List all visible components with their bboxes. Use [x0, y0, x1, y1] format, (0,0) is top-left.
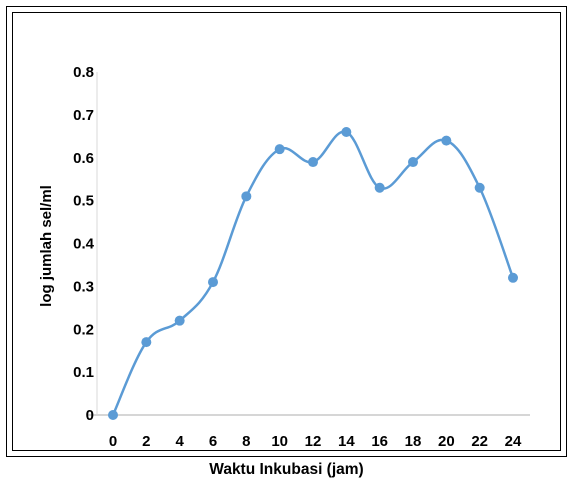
data-point	[508, 272, 518, 283]
data-points	[108, 127, 518, 420]
x-tick-label: 6	[209, 433, 217, 450]
x-axis-caption: Waktu Inkubasi (jam)	[209, 461, 364, 478]
y-tick-label: 0.2	[73, 321, 94, 338]
x-tick-label: 22	[471, 433, 488, 450]
x-tick-label: 18	[405, 433, 422, 450]
x-tick-label: 10	[271, 433, 288, 450]
y-tick-label: 0.6	[73, 150, 94, 167]
outer-border	[6, 6, 567, 457]
x-tick-label: 14	[338, 433, 355, 450]
data-point	[141, 337, 152, 348]
data-point	[408, 157, 418, 168]
data-point	[241, 191, 252, 202]
x-tick-label: 24	[505, 433, 522, 450]
series-line	[111, 130, 515, 416]
data-point	[341, 127, 352, 138]
x-tick-label: 0	[109, 433, 117, 450]
x-axis-ticks: 0 2 4 6 8 10 12 14 16 18 20 22 24	[109, 433, 522, 450]
y-tick-label: 0.8	[73, 64, 94, 81]
y-axis-label: log jumlah sel/ml	[38, 185, 55, 307]
inner-border	[12, 12, 561, 451]
data-point	[441, 135, 452, 146]
x-tick-label: 4	[175, 433, 184, 450]
x-tick-label: 12	[305, 433, 322, 450]
x-tick-label: 2	[142, 433, 150, 450]
data-point	[308, 157, 318, 168]
x-tick-label: 16	[371, 433, 388, 450]
y-tick-label: 0.7	[73, 107, 94, 124]
y-tick-label: 0.4	[73, 236, 95, 253]
y-axis-ticks: 0 0.1 0.2 0.3 0.4 0.5 0.6 0.7 0.8	[73, 64, 95, 424]
y-tick-label: 0.1	[73, 364, 94, 381]
data-point	[174, 315, 185, 326]
y-tick-label: 0	[86, 407, 94, 424]
x-tick-label: 20	[438, 433, 455, 450]
data-point	[374, 182, 385, 193]
data-point	[474, 182, 485, 193]
data-point	[208, 277, 218, 288]
y-tick-label: 0.5	[73, 193, 94, 210]
data-point	[274, 144, 285, 155]
x-tick-label: 8	[242, 433, 250, 450]
y-tick-label: 0.3	[73, 278, 94, 295]
chart-axes	[88, 72, 530, 416]
data-point	[108, 410, 118, 420]
